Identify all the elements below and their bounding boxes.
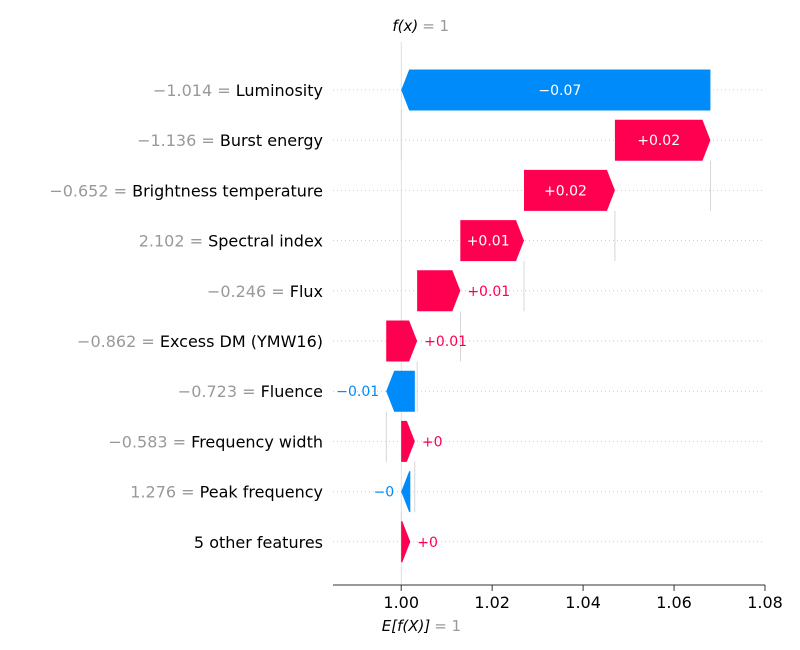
final-value-number: = 1 — [422, 17, 449, 35]
feature-label: −1.014 = Luminosity — [153, 81, 323, 100]
waterfall-bar — [386, 370, 415, 412]
feature-label: −0.862 = Excess DM (YMW16) — [77, 332, 323, 351]
feature-name: Frequency width — [191, 432, 323, 451]
feature-value: −1.014 = — [153, 81, 236, 100]
feature-label: 5 other features — [194, 533, 323, 552]
waterfall-bar — [460, 220, 524, 262]
bar-value-label: +0.02 — [637, 133, 680, 149]
feature-value: −0.246 = — [207, 282, 290, 301]
bar-value-label: +0.01 — [424, 334, 467, 350]
feature-value: −0.583 = — [108, 432, 191, 451]
feature-label: −0.583 = Frequency width — [108, 432, 323, 451]
waterfall-bar — [401, 471, 411, 513]
base-value-number: = 1 — [434, 617, 461, 635]
waterfall-bar — [401, 420, 415, 462]
feature-label: 2.102 = Spectral index — [139, 232, 323, 251]
feature-label: −1.136 = Burst energy — [137, 131, 323, 150]
feature-name: Brightness temperature — [132, 181, 323, 200]
feature-label: −0.246 = Flux — [207, 282, 323, 301]
feature-label: 1.276 = Peak frequency — [130, 483, 323, 502]
x-tick-label: 1.04 — [565, 593, 601, 612]
base-value-label: E[f(X)] — [382, 617, 431, 635]
waterfall-bar — [386, 320, 418, 362]
feature-value: −0.862 = — [77, 332, 160, 351]
x-tick-label: 1.00 — [383, 593, 419, 612]
fx-symbol: f(x) — [392, 17, 418, 35]
bar-value-label: −0.01 — [336, 384, 379, 400]
waterfall-bar — [417, 270, 461, 312]
x-tick-label: 1.08 — [747, 593, 783, 612]
feature-name: Excess DM (YMW16) — [160, 332, 323, 351]
x-tick-label: 1.02 — [474, 593, 510, 612]
x-axis: 1.00 1.02 1.04 1.06 1.08 — [333, 584, 783, 612]
x-tick-label: 1.06 — [656, 593, 692, 612]
labels-layer: −0.07 −1.014 = Luminosity +0.02 −1.136 = Bu… — [49, 81, 680, 552]
feature-name: Luminosity — [236, 81, 323, 100]
bar-value-label: +0 — [417, 535, 438, 551]
feature-value: 2.102 = — [139, 232, 208, 251]
bar-value-label: +0.01 — [467, 284, 510, 300]
feature-value: 1.276 = — [130, 483, 199, 502]
waterfall-bar — [401, 69, 711, 111]
feature-name: Spectral index — [208, 232, 323, 251]
feature-label: −0.652 = Brightness temperature — [49, 181, 323, 200]
waterfall-bar — [523, 169, 615, 211]
bar-value-label: −0 — [374, 485, 395, 501]
feature-value: −1.136 = — [137, 131, 220, 150]
feature-name: 5 other features — [194, 533, 323, 552]
feature-value: −0.723 = — [178, 382, 261, 401]
bar-value-label: +0.02 — [544, 183, 587, 199]
bars-layer — [386, 69, 711, 563]
efx-symbol: E[f(X)] — [382, 617, 431, 635]
feature-name: Peak frequency — [200, 483, 323, 502]
bar-value-label: +0 — [422, 434, 443, 450]
feature-name: Burst energy — [220, 131, 323, 150]
feature-name: Fluence — [261, 382, 323, 401]
waterfall-bar — [401, 521, 411, 563]
bar-value-label: −0.07 — [538, 83, 581, 99]
waterfall-bar — [614, 119, 711, 161]
feature-value: −0.652 = — [49, 181, 132, 200]
feature-label: −0.723 = Fluence — [178, 382, 323, 401]
feature-name: Flux — [290, 282, 323, 301]
bar-value-label: +0.01 — [467, 234, 510, 250]
final-value-label: f(x) — [392, 17, 418, 35]
